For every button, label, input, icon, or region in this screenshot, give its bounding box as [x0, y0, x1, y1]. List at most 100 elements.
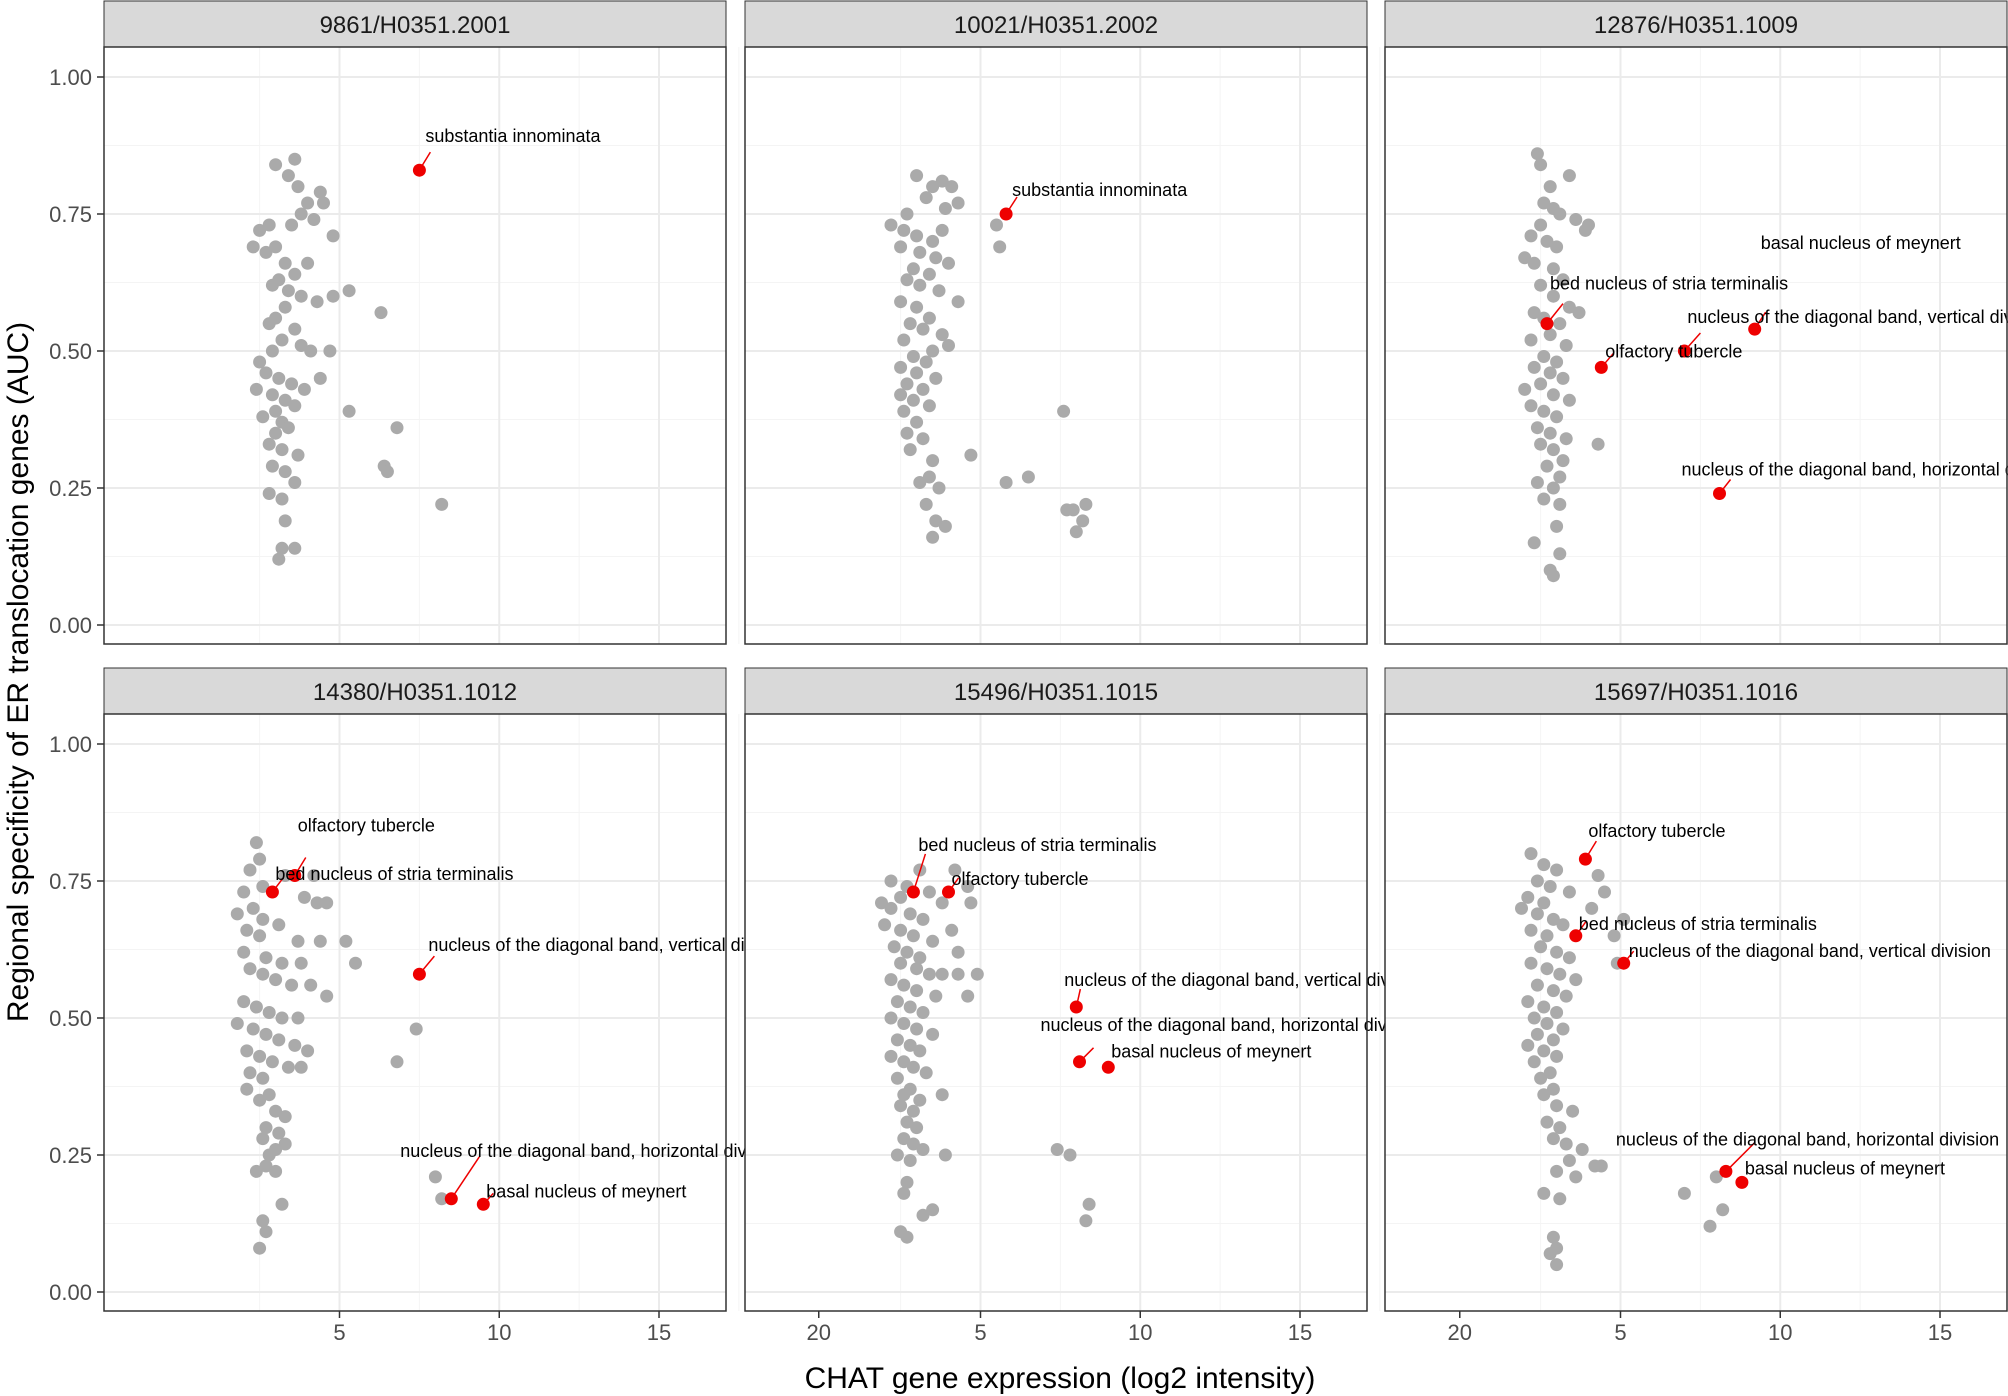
- data-point: [1063, 1148, 1077, 1162]
- data-point: [278, 465, 292, 479]
- facet-panel-4: 14380/H0351.1012 olfactory tubercle bed nu…: [49, 667, 831, 1345]
- data-point: [237, 885, 251, 899]
- data-point: [278, 1137, 292, 1151]
- data-point: [275, 956, 289, 970]
- data-point: [1527, 1011, 1541, 1025]
- data-point: [240, 923, 254, 937]
- data-point: [1524, 956, 1538, 970]
- data-point: [1553, 1121, 1567, 1135]
- data-point: [301, 1044, 315, 1058]
- facet-strip: [103, 667, 727, 715]
- data-point: [926, 1027, 940, 1041]
- data-point: [288, 541, 302, 555]
- data-point: [1521, 890, 1535, 904]
- data-point: [1543, 366, 1557, 380]
- data-point: [1537, 404, 1551, 418]
- data-point: [894, 890, 908, 904]
- region-label: substantia innominata: [1012, 180, 1188, 200]
- highlighted-regions: bed nucleus of stria terminalis olfactory…: [906, 835, 1427, 1074]
- data-point: [278, 300, 292, 314]
- data-point: [900, 377, 914, 391]
- panel-border: [103, 713, 727, 1312]
- data-point: [246, 1022, 260, 1036]
- data-point: [1546, 569, 1560, 583]
- data-point: [1527, 256, 1541, 270]
- x-tick-label: 15: [1928, 1320, 1952, 1345]
- data-point: [1569, 973, 1583, 987]
- data-point: [1518, 382, 1532, 396]
- data-point: [259, 1225, 273, 1239]
- data-point: [409, 1022, 423, 1036]
- data-point: [259, 366, 273, 380]
- highlighted-point: [1069, 1000, 1083, 1014]
- data-point: [313, 371, 327, 385]
- data-point: [1050, 1143, 1064, 1156]
- panel-background: [1385, 47, 2007, 644]
- data-point: [1530, 147, 1544, 161]
- region-label: basal nucleus of meynert: [1745, 1158, 1945, 1178]
- data-point: [1559, 1137, 1573, 1151]
- data-point: [281, 284, 295, 298]
- data-point: [297, 382, 311, 396]
- data-point: [243, 863, 257, 877]
- region-label: nucleus of the diagonal band, vertical d…: [1687, 307, 2008, 327]
- data-point: [945, 180, 959, 194]
- highlighted-point: [1540, 317, 1554, 331]
- data-point: [935, 174, 949, 188]
- data-point: [906, 929, 920, 943]
- data-point: [285, 978, 299, 992]
- highlighted-point: [999, 207, 1013, 221]
- data-point: [1562, 300, 1576, 314]
- data-point: [1553, 497, 1567, 511]
- data-point: [1556, 371, 1570, 385]
- data-point: [1550, 410, 1564, 424]
- data-point: [262, 1148, 276, 1162]
- data-point: [906, 1104, 920, 1118]
- data-point: [256, 880, 270, 893]
- data-point: [262, 437, 276, 451]
- data-point: [1537, 492, 1551, 506]
- data-point: [900, 945, 914, 959]
- data-point: [1562, 169, 1576, 183]
- data-point: [243, 1066, 257, 1080]
- highlighted-regions: substantia innominata: [412, 126, 602, 177]
- data-point: [253, 223, 267, 237]
- data-point: [262, 1006, 276, 1019]
- background-points: [230, 836, 449, 1255]
- data-point: [890, 1033, 904, 1047]
- data-point: [249, 1000, 263, 1014]
- data-point: [278, 1110, 292, 1124]
- data-point: [1530, 421, 1544, 435]
- facet-strip: [1384, 667, 2008, 715]
- data-point: [253, 852, 267, 866]
- data-point: [278, 256, 292, 270]
- data-point: [1540, 962, 1554, 976]
- region-label: basal nucleus of meynert: [1761, 233, 1961, 253]
- data-point: [1530, 476, 1544, 489]
- data-point: [285, 377, 299, 391]
- data-point: [884, 218, 898, 232]
- data-point: [304, 978, 318, 992]
- data-point: [1546, 443, 1560, 457]
- data-point: [262, 317, 276, 331]
- highlighted-point: [288, 869, 302, 882]
- data-point: [275, 1011, 289, 1025]
- highlighted-point: [1073, 1055, 1086, 1069]
- panel-border: [103, 46, 727, 645]
- data-point: [1553, 470, 1567, 484]
- highlighted-point: [1735, 1175, 1749, 1189]
- data-point: [269, 973, 283, 987]
- data-point: [916, 1143, 930, 1156]
- data-point: [890, 1071, 904, 1085]
- data-point: [278, 514, 292, 528]
- data-point: [272, 552, 286, 566]
- region-label: olfactory tubercle: [1605, 341, 1742, 361]
- data-point: [897, 1088, 911, 1102]
- data-point: [938, 519, 952, 533]
- data-point: [906, 393, 920, 407]
- data-point: [1530, 978, 1544, 992]
- data-point: [894, 923, 908, 937]
- data-point: [1540, 1017, 1554, 1030]
- x-tick-label: 10: [487, 1320, 511, 1345]
- data-point: [951, 196, 965, 210]
